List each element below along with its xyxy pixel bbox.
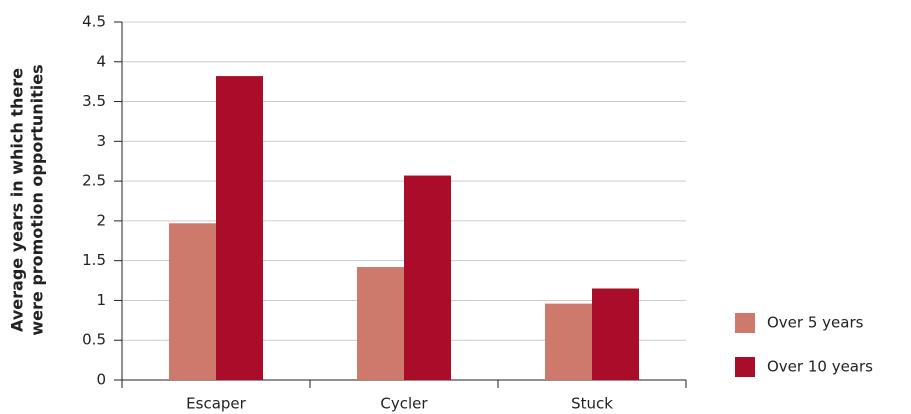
x-tick-label: Cycler xyxy=(380,395,428,413)
y-tick-label: 1 xyxy=(96,291,106,309)
y-tick-label: 4.5 xyxy=(82,13,106,31)
legend-label: Over 10 years xyxy=(767,358,873,376)
bar xyxy=(216,76,263,380)
x-tick-label: Stuck xyxy=(571,395,613,413)
y-axis-title-line: were promotion opportunities xyxy=(28,64,47,335)
y-tick-label: 4 xyxy=(96,52,106,70)
legend-swatch xyxy=(735,357,755,377)
y-tick-label: 3 xyxy=(96,132,106,150)
bar xyxy=(592,288,639,380)
y-tick-label: 3.5 xyxy=(82,92,106,110)
bar xyxy=(357,267,404,380)
y-tick-label: 2.5 xyxy=(82,172,106,190)
bar xyxy=(404,175,451,380)
legend-label: Over 5 years xyxy=(767,314,864,332)
legend-swatch xyxy=(735,313,755,333)
y-tick-label: 0 xyxy=(96,371,106,389)
bar xyxy=(169,223,216,380)
y-axis-title-line: Average years in which there xyxy=(8,68,27,332)
y-tick-label: 0.5 xyxy=(82,331,106,349)
y-axis-title: Average years in which there were promot… xyxy=(8,64,47,335)
x-tick-label: Escaper xyxy=(186,395,246,413)
bar xyxy=(545,303,592,380)
y-tick-label: 2 xyxy=(96,211,106,229)
y-tick-label: 1.5 xyxy=(82,251,106,269)
